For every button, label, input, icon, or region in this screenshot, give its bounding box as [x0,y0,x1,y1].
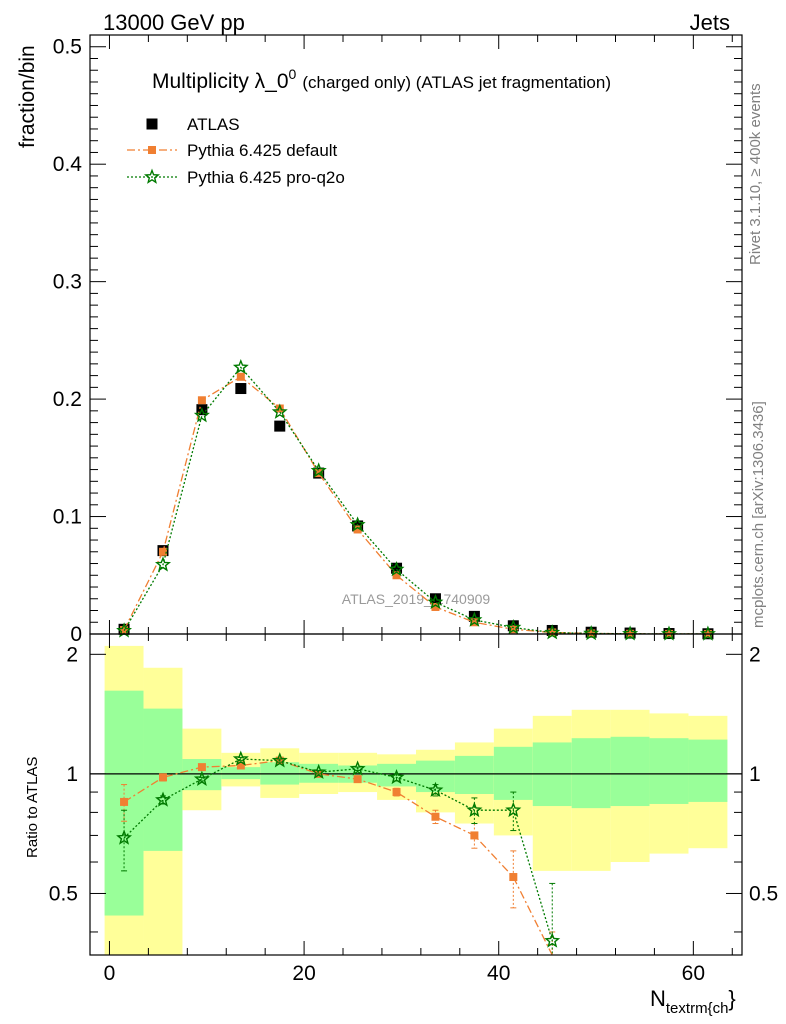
data-point-atlas [235,383,247,395]
legend-marker [148,146,156,154]
data-point-pythia-6-425-pro-q2o [505,619,522,635]
y-tick-label: 0.1 [53,506,82,529]
y-tick-label: 0.5 [53,36,82,59]
x-tick-label: 0 [104,962,116,985]
data-point-pythia-6-425-pro-q2o [699,625,716,641]
ratio-point-pythia-6-425-default [392,788,401,797]
data-point-pythia-6-425-pro-q2o [271,403,288,419]
ratio-point-pythia-6-425-pro-q2o [427,781,444,797]
band-inner [454,755,494,794]
data-point-pythia-6-425-default [197,396,206,405]
ratio-y-tick-label-right: 0.5 [749,882,778,905]
ratio-point-pythia-6-425-default [353,775,362,784]
x-axis-label-main: N [650,986,666,1011]
ratio-point-pythia-6-425-pro-q2o [271,752,288,768]
ratio-plot-frame [89,633,743,956]
mcplots-note: mcplots.cern.ch [arXiv:1306.3436] [750,401,767,628]
ratio-point-pythia-6-425-pro-q2o [388,768,405,785]
y-tick-label: 0.2 [53,388,82,411]
rivet-note: Rivet 3.1.10, ≥ 400k events [747,83,764,265]
ratio-y-tick-label: 0.5 [49,882,78,905]
data-point-pythia-6-425-default [431,602,440,611]
data-point-pythia-6-425-default [158,547,167,556]
ratio-point-pythia-6-425-default [470,831,479,840]
ratio-y-tick-label: 1 [66,763,78,786]
data-point-atlas [274,420,286,432]
data-point-pythia-6-425-pro-q2o [544,624,561,640]
data-point-pythia-6-425-pro-q2o [310,462,327,478]
data-point-pythia-6-425-pro-q2o [427,593,444,610]
data-point-pythia-6-425-pro-q2o [349,516,366,532]
ratio-point-pythia-6-425-default [431,812,440,821]
category-label: Jets [690,10,730,35]
band-inner [649,738,689,804]
data-point-atlas [468,610,480,622]
ratio-y-tick-label: 2 [66,643,78,666]
band-inner [416,760,455,793]
data-point-pythia-6-425-pro-q2o [466,611,483,627]
ratio-point-pythia-6-425-pro-q2o [232,750,249,766]
x-axis-label-tail: } [728,986,735,1011]
ratio-y-tick-label-right: 2 [749,643,761,666]
data-point-pythia-6-425-default [275,404,284,413]
ratio-point-pythia-6-425-pro-q2o [155,791,172,807]
data-point-pythia-6-425-default [236,372,245,381]
chart-title-rest: (charged only) (ATLAS jet fragmentation) [302,73,611,92]
x-tick-label: 40 [487,962,510,985]
data-point-atlas [391,562,403,574]
analysis-watermark: ATLAS_2019_I1740909 [342,591,491,607]
band-inner [688,739,728,802]
ratio-point-pythia-6-425-pro-q2o [505,801,522,818]
ratio-point-pythia-6-425-pro-q2o [466,801,483,818]
ratio-point-pythia-6-425-default [120,797,129,806]
ratio-point-pythia-6-425-pro-q2o [310,763,327,779]
band-inner [221,767,261,780]
ratio-y-tick-label-right: 1 [749,763,761,786]
data-point-pythia-6-425-pro-q2o [388,560,405,577]
x-tick-label: 60 [682,962,705,985]
legend-marker [146,118,158,130]
ratio-line-pythia-6-425-pro-q2o [123,758,553,941]
y-tick-label: 0.4 [53,153,83,176]
data-point-pythia-6-425-pro-q2o [622,625,639,641]
ratio-line-pythia-6-425-default [123,759,553,956]
y-axis-label: fraction/bin [16,45,39,148]
ratio-point-pythia-6-425-pro-q2o [544,932,561,948]
data-point-pythia-6-425-default [509,625,518,634]
ratio-point-pythia-6-425-default [236,761,245,770]
legend-label: Pythia 6.425 default [187,141,338,160]
x-axis-label-sub: textrm{ch [666,1000,729,1017]
y-tick-label: 0 [70,623,82,646]
data-point-pythia-6-425-default [392,571,401,580]
chart-title-main: Multiplicity λ_0 [152,70,289,93]
chart-title: Multiplicity λ_00 (charged only) (ATLAS j… [152,66,611,93]
ratio-point-pythia-6-425-default [158,773,167,782]
series-line-pythia-6-425-pro-q2o [123,366,708,635]
data-point-pythia-6-425-pro-q2o [232,358,249,375]
band-inner [610,736,650,807]
data-point-pythia-6-425-pro-q2o [583,624,600,641]
energy-label: 13000 GeV pp [103,10,245,35]
y-tick-label: 0.3 [53,271,82,294]
ratio-point-pythia-6-425-default [197,763,206,772]
data-point-pythia-6-425-pro-q2o [193,407,210,423]
data-point-atlas [429,593,441,605]
band-inner [571,738,611,809]
legend-marker [143,168,161,184]
data-point-pythia-6-425-pro-q2o [155,556,172,572]
chart-title-sup: 0 [289,66,297,82]
ratio-point-pythia-6-425-pro-q2o [193,770,210,786]
data-point-pythia-6-425-pro-q2o [660,625,678,641]
legend-label: ATLAS [187,115,240,134]
x-axis-label: Ntextrm{ch} [650,986,736,1017]
ratio-y-axis-label: Ratio to ATLAS [24,757,41,858]
legend-label: Pythia 6.425 pro-q2o [187,168,345,187]
x-tick-label: 20 [292,962,315,985]
uncertainty-bands [104,645,728,955]
ratio-point-pythia-6-425-pro-q2o [116,829,132,845]
data-point-pythia-6-425-default [353,525,362,534]
ratio-point-pythia-6-425-default [509,873,518,882]
ratio-point-pythia-6-425-pro-q2o [349,760,366,776]
